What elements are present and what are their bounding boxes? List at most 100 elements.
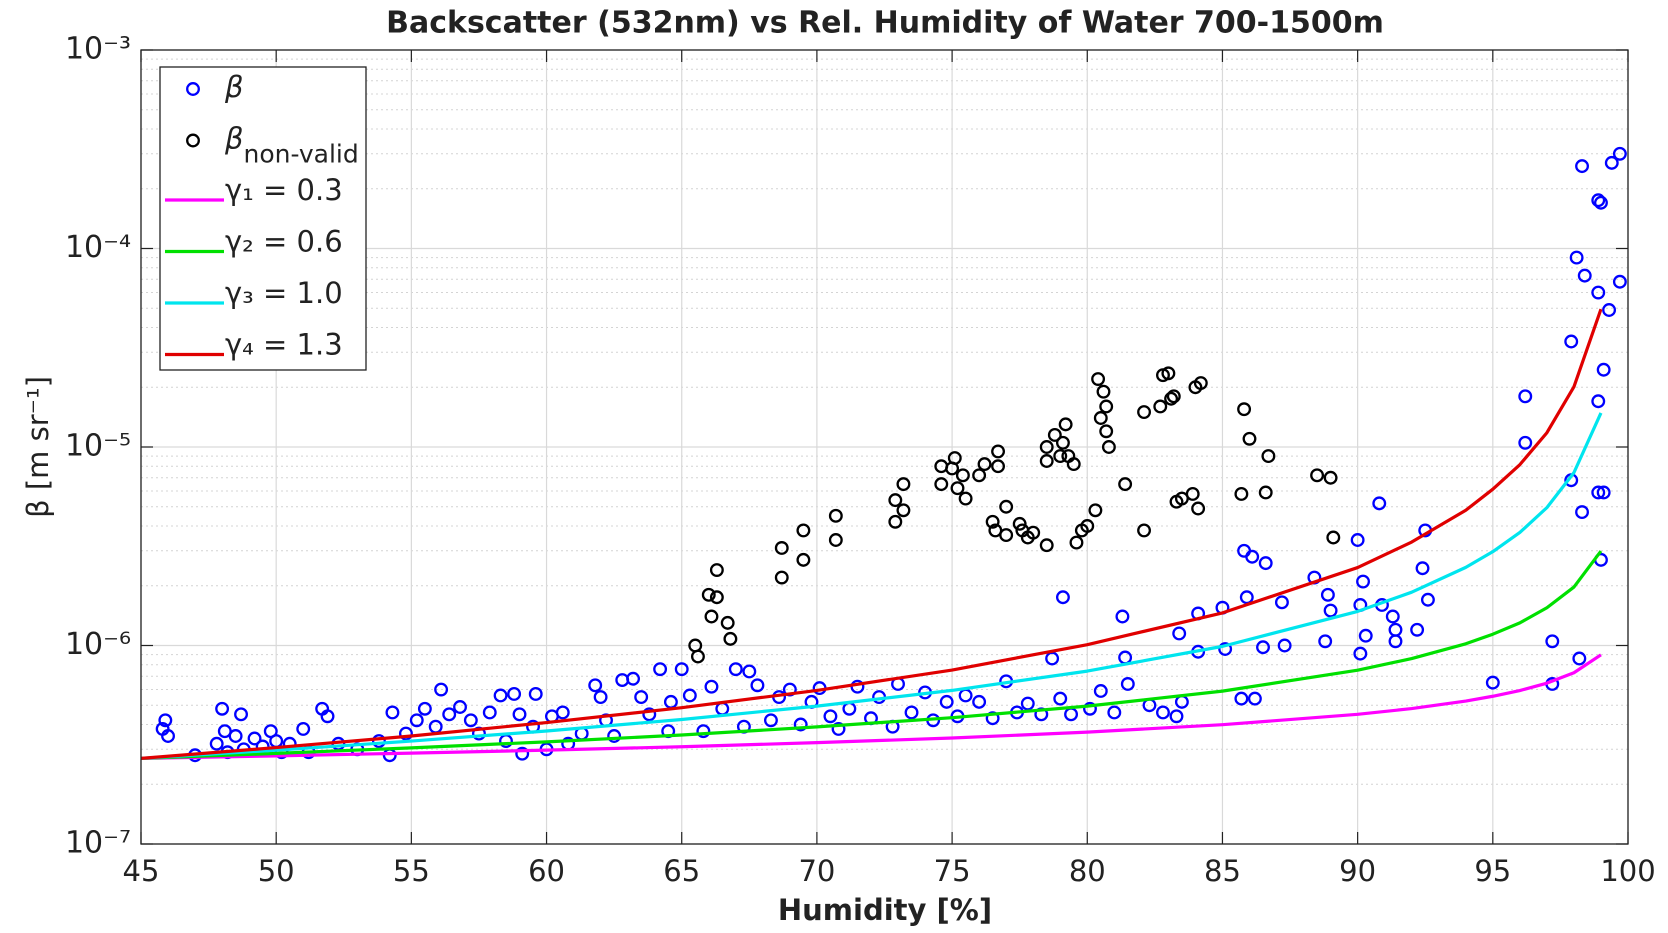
data-point [442,707,457,722]
data-line [141,653,1602,760]
data-point [1518,389,1533,404]
data-point [1350,533,1365,547]
data-point [1053,449,1068,464]
data-point [528,687,543,701]
data-point [1069,535,1084,550]
data-point [999,499,1014,514]
data-point [215,701,230,716]
data-point [1356,574,1370,589]
data-point [823,709,838,724]
data-point [1137,405,1151,419]
data-point [1099,399,1114,414]
plot-frame [140,49,1629,845]
data-point [1258,556,1273,571]
data-point [1118,477,1133,492]
x-tick-label: 95 [1474,854,1511,888]
data-point [1153,399,1168,414]
data-point [1083,701,1097,716]
legend-label: β [224,70,244,104]
data-point [1612,146,1627,161]
data-point [1577,268,1592,283]
data-point [1277,638,1292,653]
data-point [507,687,522,701]
data-point [1055,435,1070,450]
data-point [723,631,738,646]
data-point [1320,587,1335,602]
data-point [1261,449,1276,464]
data-point [399,726,413,741]
data-line [141,550,1603,760]
data-point [371,734,386,749]
data-point [793,717,808,732]
x-axis-label: Humidity [%] [778,893,992,927]
data-point [1058,417,1073,432]
data-point [796,552,811,567]
data-point [904,705,919,720]
data-point [774,570,789,585]
data-point [674,662,689,677]
legend-name: β [224,70,244,104]
data-point [1066,457,1081,472]
data-point [1323,470,1338,485]
data-point [774,541,789,555]
data-point [1318,634,1333,649]
data-line [141,308,1603,760]
data-point [1164,391,1179,406]
data-point [1242,431,1257,446]
data-point [1594,195,1608,210]
data-point [1358,628,1373,643]
data-point [1156,705,1170,720]
data-point [796,523,811,538]
data-point [434,682,449,697]
data-point [1107,705,1122,720]
x-tick-label: 50 [258,854,295,888]
x-tick-label: 80 [1069,854,1106,888]
data-point [985,514,1000,529]
data-point [1093,411,1108,425]
data-point [958,491,973,506]
y-tick-label: 10⁻⁶ [65,627,131,662]
data-point [828,508,843,523]
data-point [1039,440,1054,454]
data-point [1237,402,1252,417]
data-point [1096,384,1111,399]
data-point [1569,250,1584,265]
data-point [1193,376,1208,390]
data-point [417,701,432,716]
data-point [888,493,903,508]
data-point [939,694,954,709]
data-point [728,662,743,677]
data-point [896,477,911,492]
legend-marker [186,82,200,96]
data-point [1602,303,1617,317]
data-point [209,736,224,751]
data-point [1120,677,1135,691]
legend-name: γ₄ = 1.3 [225,328,343,362]
data-point [1612,274,1627,289]
data-point [1591,485,1606,500]
data-point [972,694,987,709]
x-tick-label: 90 [1339,854,1376,888]
legend-name-sub: non-valid [244,140,359,169]
data-point [1191,501,1206,516]
data-point [828,533,843,547]
data-point [1172,626,1187,641]
data-point [158,713,173,728]
data-point [896,503,911,518]
data-point [704,679,719,694]
data-point [1093,684,1108,698]
legend-name: γ₁ = 0.3 [225,173,343,207]
data-point [1415,561,1430,576]
x-tick-label: 65 [663,854,700,888]
data-point [1310,468,1325,483]
data-point [228,729,243,743]
data-point [1247,691,1262,706]
data-point [1385,609,1400,624]
data-point [999,528,1014,543]
x-tick-label: 100 [1600,854,1655,888]
data-point [1274,595,1289,610]
data-point [1323,603,1338,618]
legend-label: γ₄ = 1.3 [225,328,343,362]
data-point [463,713,478,728]
grid [140,49,1629,845]
